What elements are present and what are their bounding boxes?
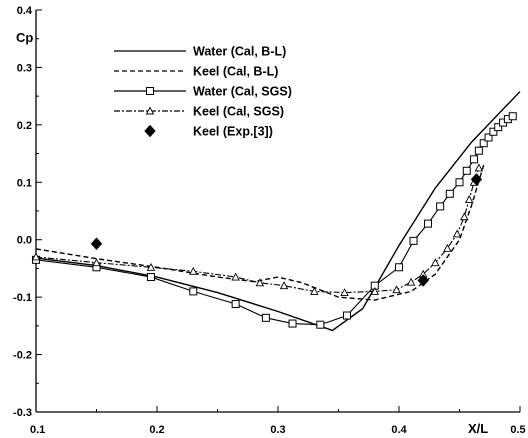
data-point: [255, 278, 265, 287]
data-point: [484, 133, 493, 142]
data-point: [340, 288, 349, 296]
data-point: [470, 155, 479, 164]
data-point: [395, 263, 403, 272]
data-point: [409, 236, 418, 245]
series-1: [35, 164, 485, 301]
data-point: [189, 287, 198, 296]
series-line: [35, 115, 514, 326]
data-point: [261, 313, 270, 322]
data-point: [464, 195, 474, 203]
legend-marker: [145, 106, 155, 115]
y-tick-label: 0.3: [17, 62, 32, 74]
x-tick-label: 0.3: [270, 424, 285, 436]
data-point: [455, 178, 464, 187]
series-line: [35, 167, 480, 294]
legend-label: Water (Cal, SGS): [193, 85, 292, 99]
y-tick-label: -0.2: [13, 350, 32, 362]
data-point: [189, 266, 198, 275]
data-point: [231, 272, 240, 281]
x-tick-label: 0.1: [30, 424, 45, 436]
legend-label: Water (Cal, B-L): [193, 45, 286, 59]
series-0: [35, 91, 521, 332]
y-tick-label: -0.3: [13, 407, 32, 419]
legend-item: Water (Cal, SGS): [114, 85, 292, 99]
x-axis-label: X/L: [468, 421, 488, 436]
legend: Water (Cal, B-L) Keel (Cal, B-L) Water (Ca…: [114, 45, 292, 139]
legend-item: Water (Cal, B-L): [114, 45, 286, 59]
data-point: [392, 285, 401, 294]
y-tick-label: -0.1: [13, 292, 32, 304]
x-tick-label: 0.4: [391, 424, 407, 436]
y-tick-label: 0.2: [17, 120, 32, 132]
legend-item: Keel (Exp.[3]): [144, 124, 273, 139]
data-point: [445, 189, 454, 198]
data-point: [489, 127, 498, 136]
y-tick-label: 0.0: [17, 235, 32, 247]
legend-label: Keel (Exp.[3]): [193, 125, 273, 139]
y-tick-label: 0.4: [17, 5, 33, 17]
data-point: [370, 286, 380, 295]
data-point: [316, 320, 325, 329]
data-point: [443, 243, 452, 252]
x-tick-label: 0.5: [510, 424, 525, 436]
data-point: [508, 112, 517, 121]
series-line: [35, 164, 485, 301]
data-point: [436, 202, 445, 211]
data-point: [424, 219, 433, 228]
data-point: [452, 229, 462, 238]
series-line: [35, 91, 521, 332]
data-point: [310, 286, 319, 295]
data-point: [231, 300, 240, 309]
legend-label: Keel (Cal, B-L): [193, 65, 278, 79]
series-3: [31, 163, 484, 296]
data-point: [474, 163, 484, 172]
data-point: [494, 123, 503, 132]
data-point: [288, 319, 297, 328]
data-point: [431, 258, 440, 267]
legend-marker: [144, 124, 156, 138]
data-point: [406, 277, 416, 286]
legend-item: Keel (Cal, B-L): [114, 65, 278, 79]
data-point: [90, 237, 103, 250]
series-2: [32, 112, 517, 329]
data-point: [470, 173, 483, 186]
data-point: [342, 311, 351, 320]
data-point: [146, 273, 155, 282]
data-point: [92, 258, 101, 267]
y-tick-label: 0.1: [17, 177, 32, 189]
series-layer: [31, 91, 521, 332]
legend-label: Keel (Cal, SGS): [193, 105, 284, 119]
data-point: [474, 146, 483, 155]
data-point: [146, 262, 156, 271]
axes: -0.3 -0.2 -0.1 0.0 0.1 0.2 0.3 0.4 0.1 0.2 0.3 0.4 0…: [13, 5, 526, 436]
data-point: [417, 274, 429, 287]
data-point: [479, 139, 488, 148]
data-point: [460, 212, 469, 221]
legend-marker: [146, 87, 154, 95]
legend-item: Keel (Cal, SGS): [114, 105, 284, 119]
y-axis-label: Cp: [16, 30, 33, 45]
series-4: [90, 173, 483, 287]
data-point: [279, 281, 289, 290]
data-point: [31, 252, 41, 261]
data-point: [462, 166, 471, 175]
x-tick-label: 0.2: [149, 424, 164, 436]
